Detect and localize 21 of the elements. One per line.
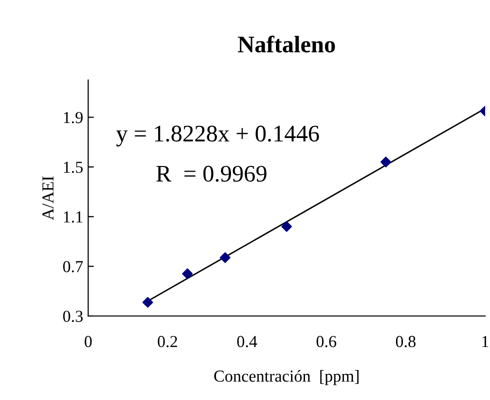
x-tick-label: 0.4: [237, 336, 258, 348]
x-tick-label: 0.8: [396, 336, 416, 348]
y-tick-label: 1.9: [64, 112, 83, 124]
chart-title: Naftaleno: [238, 36, 335, 52]
point: [220, 252, 230, 263]
point: [142, 297, 154, 308]
point: [380, 156, 392, 168]
y-tick-label: 0.3: [63, 310, 83, 322]
x-tick-label: 0.2: [158, 336, 178, 348]
x-tick-label: 1: [482, 336, 488, 348]
annotation: R = 0.9969: [156, 166, 266, 182]
y-tick-label: 1.5: [64, 162, 83, 173]
x-tick-label: 0.6: [316, 336, 336, 348]
annotation: y = 1.8228x + 0.1446: [116, 126, 319, 146]
y-tick-label: 0.7: [63, 261, 83, 272]
y-tick-label: 1.1: [64, 211, 82, 223]
x-tick-label: 0: [84, 336, 92, 348]
y-axis-title: A/AEI: [42, 176, 54, 220]
point: [182, 268, 193, 280]
x-axis-title: Concentración [ppm]: [214, 370, 359, 386]
point: [281, 221, 292, 232]
